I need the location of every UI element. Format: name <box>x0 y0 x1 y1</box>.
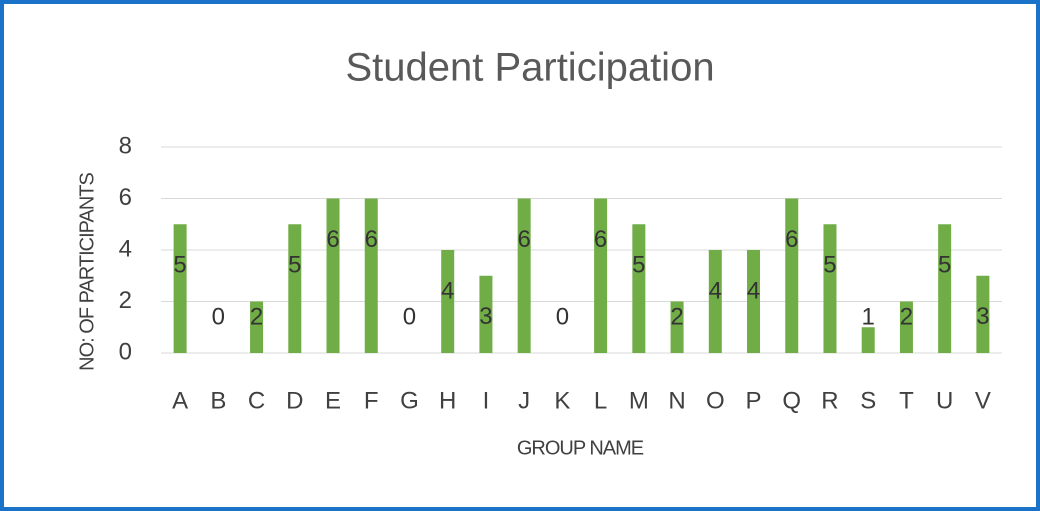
bar <box>326 198 340 353</box>
bar <box>288 224 302 353</box>
value-label: 3 <box>976 303 989 330</box>
y-axis-title: NO: OF PARTICIPANTS <box>76 173 98 371</box>
bar <box>785 198 799 353</box>
x-tick-label: N <box>668 387 685 414</box>
x-tick-label: C <box>248 387 265 414</box>
value-label: 0 <box>212 303 225 330</box>
x-tick-label: V <box>975 387 991 414</box>
value-label: 2 <box>670 303 683 330</box>
x-tick-label: O <box>706 387 725 414</box>
value-label: 0 <box>403 303 416 330</box>
bar <box>861 327 875 353</box>
y-tick-label: 2 <box>119 287 132 314</box>
value-label: 2 <box>900 303 913 330</box>
y-tick-label: 8 <box>119 132 132 159</box>
value-label: 6 <box>365 226 378 253</box>
bar <box>708 250 722 353</box>
bar <box>441 250 455 353</box>
x-tick-label: D <box>286 387 303 414</box>
bar <box>823 224 837 353</box>
value-label: 0 <box>556 303 569 330</box>
value-label: 5 <box>938 252 951 279</box>
x-tick-label: P <box>746 387 762 414</box>
x-tick-label: H <box>439 387 456 414</box>
value-label: 4 <box>441 277 454 304</box>
x-tick-label: K <box>554 387 570 414</box>
x-axis-title: GROUP NAME <box>517 437 644 459</box>
value-label: 6 <box>785 226 798 253</box>
x-tick-label: F <box>364 387 379 414</box>
x-tick-label: G <box>400 387 419 414</box>
x-tick-label: Q <box>782 387 801 414</box>
bar <box>938 224 952 353</box>
value-label: 6 <box>517 226 530 253</box>
x-tick-label: B <box>210 387 226 414</box>
bar <box>250 301 264 353</box>
y-tick-label: 4 <box>119 235 132 262</box>
value-label: 4 <box>747 277 760 304</box>
bar <box>173 224 187 353</box>
value-label: 6 <box>326 226 339 253</box>
x-tick-label: R <box>821 387 838 414</box>
bar <box>747 250 761 353</box>
value-label: 5 <box>823 252 836 279</box>
value-label: 3 <box>479 303 492 330</box>
chart-title: Student Participation <box>345 46 714 90</box>
bar <box>479 275 493 353</box>
value-label: 6 <box>594 226 607 253</box>
x-tick-label: S <box>860 387 876 414</box>
bar <box>632 224 646 353</box>
x-tick-label: T <box>899 387 914 414</box>
value-label: 4 <box>709 277 722 304</box>
x-tick-label: U <box>936 387 953 414</box>
bar <box>976 275 990 353</box>
x-tick-label: L <box>594 387 607 414</box>
bar <box>594 198 608 353</box>
bar <box>364 198 378 353</box>
x-tick-label: E <box>325 387 341 414</box>
y-tick-label: 0 <box>119 338 132 365</box>
bar <box>899 301 913 353</box>
bar <box>517 198 531 353</box>
bar <box>670 301 684 353</box>
value-label: 5 <box>288 252 301 279</box>
x-tick-label: M <box>629 387 649 414</box>
value-label: 2 <box>250 303 263 330</box>
value-label: 1 <box>862 303 875 330</box>
x-tick-label: J <box>518 387 530 414</box>
y-tick-label: 6 <box>119 184 132 211</box>
x-tick-label: I <box>483 387 490 414</box>
value-label: 5 <box>173 252 186 279</box>
x-tick-label: A <box>172 387 188 414</box>
value-label: 5 <box>632 252 645 279</box>
